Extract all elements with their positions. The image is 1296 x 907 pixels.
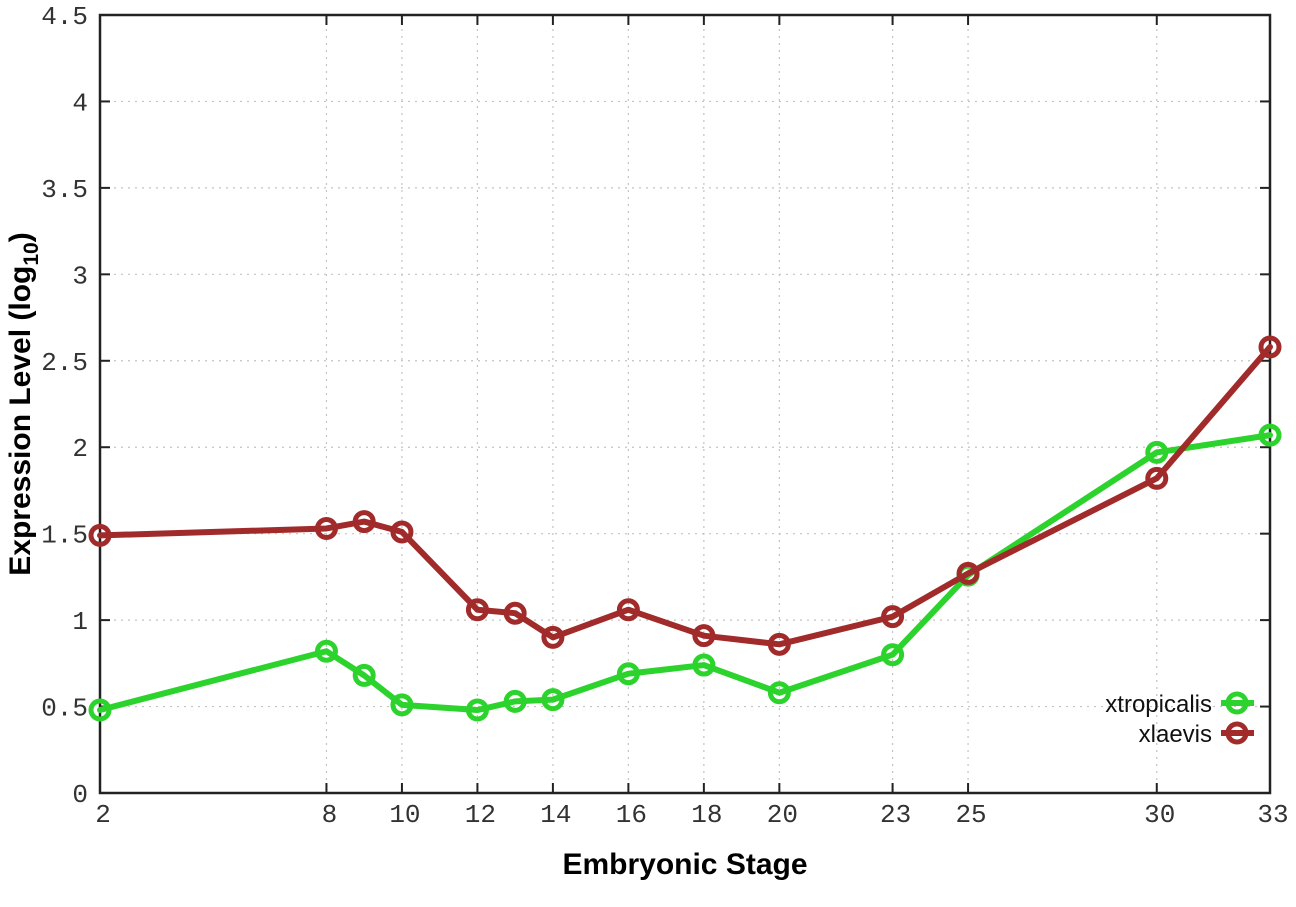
data-point-xtropicalis — [503, 689, 527, 713]
legend-sample-marker-xtropicalis — [1225, 691, 1249, 715]
y-tick-label: 4 — [72, 88, 88, 118]
data-point-xlaevis — [692, 624, 716, 648]
x-tick-labels: 2 8 10 12 14 16 18 20 23 25 30 33 — [95, 800, 1288, 830]
plot-border — [98, 13, 1272, 795]
data-series — [88, 335, 1282, 722]
data-point-xlaevis — [465, 598, 489, 622]
y-axis-label-post: ) — [4, 232, 37, 242]
legend-entry-xtropicalis: xtropicalis — [1105, 691, 1254, 718]
data-point-xtropicalis — [88, 698, 112, 722]
legend-entry-xlaevis: xlaevis — [1139, 721, 1254, 748]
series-xtropicalis — [88, 423, 1282, 722]
legend-label-xtropicalis: xtropicalis — [1105, 691, 1212, 718]
data-point-xlaevis — [616, 598, 640, 622]
data-point-xlaevis — [881, 605, 905, 629]
data-point-xtropicalis — [1145, 440, 1169, 464]
x-tick-label: 33 — [1257, 800, 1288, 830]
y-tick-labels: 0 0.5 1 1.5 2 2.5 3 3.5 4 4.5 — [41, 2, 88, 810]
series-xlaevis — [88, 335, 1282, 656]
data-point-xlaevis — [352, 510, 376, 534]
y-tick-label: 1.5 — [41, 521, 88, 551]
data-point-xtropicalis — [465, 698, 489, 722]
y-tick-label: 1 — [72, 607, 88, 637]
data-point-xtropicalis — [692, 653, 716, 677]
x-tick-label: 25 — [955, 800, 986, 830]
y-tick-label: 3 — [72, 261, 88, 291]
data-point-xlaevis — [503, 601, 527, 625]
data-point-xlaevis — [767, 632, 791, 656]
x-tick-label: 12 — [465, 800, 496, 830]
data-point-xtropicalis — [1258, 423, 1282, 447]
data-point-xlaevis — [1258, 335, 1282, 359]
series-line-xtropicalis — [97, 432, 1273, 714]
data-point-xtropicalis — [616, 662, 640, 686]
legend-sample-marker-xlaevis — [1225, 721, 1249, 745]
data-point-xlaevis — [956, 561, 980, 585]
legend-label-xlaevis: xlaevis — [1139, 721, 1212, 748]
x-tick-label: 20 — [767, 800, 798, 830]
data-point-xtropicalis — [881, 643, 905, 667]
data-point-xlaevis — [390, 520, 414, 544]
y-axis-label-subscript: 10 — [20, 242, 43, 265]
data-point-xlaevis — [314, 516, 338, 540]
y-tick-label: 0 — [72, 780, 88, 810]
data-point-xtropicalis — [767, 681, 791, 705]
legend: xtropicalis xlaevis — [1105, 691, 1254, 748]
gridlines — [99, 14, 1271, 794]
y-axis-label: Expression Level (log10) — [4, 232, 43, 575]
data-point-xtropicalis — [352, 663, 376, 687]
y-tick-label: 0.5 — [41, 694, 88, 724]
x-tick-label: 10 — [389, 800, 420, 830]
y-tick-label: 2 — [72, 434, 88, 464]
data-point-xtropicalis — [541, 688, 565, 712]
x-tick-label: 30 — [1144, 800, 1175, 830]
x-tick-label: 2 — [95, 800, 111, 830]
x-tick-label: 16 — [616, 800, 647, 830]
y-tick-label: 2.5 — [41, 348, 88, 378]
data-point-xtropicalis — [314, 639, 338, 663]
x-axis-label: Embryonic Stage — [562, 848, 807, 881]
y-tick-label: 4.5 — [41, 2, 88, 32]
axis-tick-marks — [99, 14, 1271, 794]
y-tick-label: 3.5 — [41, 175, 88, 205]
x-tick-label: 18 — [691, 800, 722, 830]
data-point-xtropicalis — [390, 693, 414, 717]
data-point-xlaevis — [88, 523, 112, 547]
y-axis-label-pre: Expression Level (log — [4, 266, 37, 576]
data-point-xlaevis — [1145, 466, 1169, 490]
x-tick-label: 8 — [322, 800, 338, 830]
x-tick-label: 23 — [880, 800, 911, 830]
x-tick-label: 14 — [540, 800, 571, 830]
data-point-xlaevis — [541, 625, 565, 649]
